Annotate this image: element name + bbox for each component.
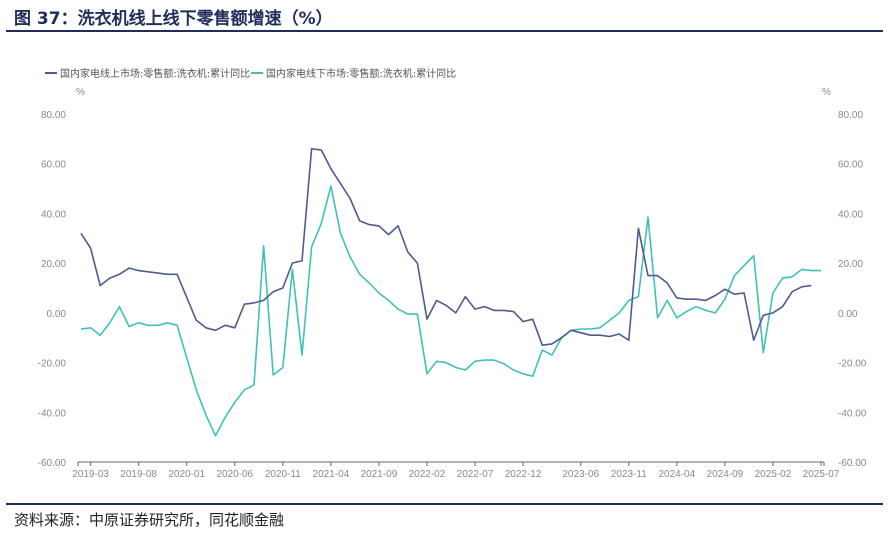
y-tick-label-right: 80.00: [838, 110, 863, 121]
y-tick-label-right: 60.00: [838, 160, 863, 171]
series-line-offline: [80, 185, 821, 437]
figure-title: 图 37：洗衣机线上线下零售额增速（%）: [14, 9, 333, 29]
x-tick-label: 2023-11: [611, 469, 647, 480]
x-tick-label: 2019-08: [120, 469, 157, 480]
y-tick-label-left: -40.00: [38, 408, 67, 419]
x-tick-label: 2021-04: [313, 469, 350, 480]
legend-label-online: 国内家电线上市场:零售额:洗衣机:累计同比: [60, 67, 250, 80]
x-tick-label: 2019-03: [72, 469, 109, 480]
y-tick-label-right: -40.00: [838, 408, 867, 419]
legend: 国内家电线上市场:零售额:洗衣机:累计同比 国内家电线下市场:零售额:洗衣机:累…: [45, 67, 456, 80]
x-axis: 2019-03 2019-08 2020-01 2020-06 2020-11 2021-…: [72, 462, 840, 480]
y-tick-label-right: -60.00: [838, 458, 867, 469]
source-divider: [6, 503, 883, 505]
legend-label-offline: 国内家电线下市场:零售额:洗衣机:累计同比: [266, 67, 456, 80]
x-tick-label: 2022-02: [409, 469, 446, 480]
y-tick-label-left: 40.00: [41, 209, 66, 220]
x-tick-label: 2023-06: [562, 469, 599, 480]
y-tick-label-right: -20.00: [838, 359, 867, 370]
y-tick-label-left: 60.00: [41, 160, 66, 171]
x-tick-label: 2025-02: [755, 469, 792, 480]
series-group: [80, 148, 821, 437]
y-tick-label-left: 80.00: [41, 110, 66, 121]
y-tick-label-left: -60.00: [38, 458, 67, 469]
x-tick-label: 2020-06: [216, 469, 253, 480]
x-tick-label: 2024-04: [658, 469, 695, 480]
line-chart: 国内家电线上市场:零售额:洗衣机:累计同比 国内家电线下市场:零售额:洗衣机:累…: [38, 67, 867, 480]
y-axis-left: 80.00 60.00 40.00 20.00 0.00 -20.00 -40.00 -60.…: [38, 110, 67, 469]
y-axis-unit-right: %: [822, 87, 831, 98]
source-note: 资料来源：中原证券研究所，同花顺金融: [14, 511, 285, 529]
y-tick-label-left: -20.00: [38, 359, 67, 370]
y-tick-label-right: 20.00: [838, 259, 863, 270]
x-tick-label: 2020-01: [168, 469, 205, 480]
series-line-online: [80, 148, 812, 347]
y-axis-right: 80.00 60.00 40.00 20.00 0.00 -20.00 -40.00 -60.…: [838, 110, 867, 469]
x-tick-label: 2022-07: [457, 469, 494, 480]
y-tick-label-right: 40.00: [838, 209, 863, 220]
title-divider: [6, 30, 883, 32]
x-tick-label: 2021-09: [361, 469, 398, 480]
y-axis-unit-left: %: [76, 87, 85, 98]
x-tick-label: 2024-09: [707, 469, 744, 480]
x-tick-label: 2025-07: [803, 469, 840, 480]
x-tick-label: 2020-11: [265, 469, 301, 480]
x-tick-label: 2022-12: [505, 469, 542, 480]
y-tick-label-left: 20.00: [41, 259, 66, 270]
y-tick-label-right: 0.00: [838, 309, 858, 320]
y-tick-label-left: 0.00: [47, 309, 67, 320]
